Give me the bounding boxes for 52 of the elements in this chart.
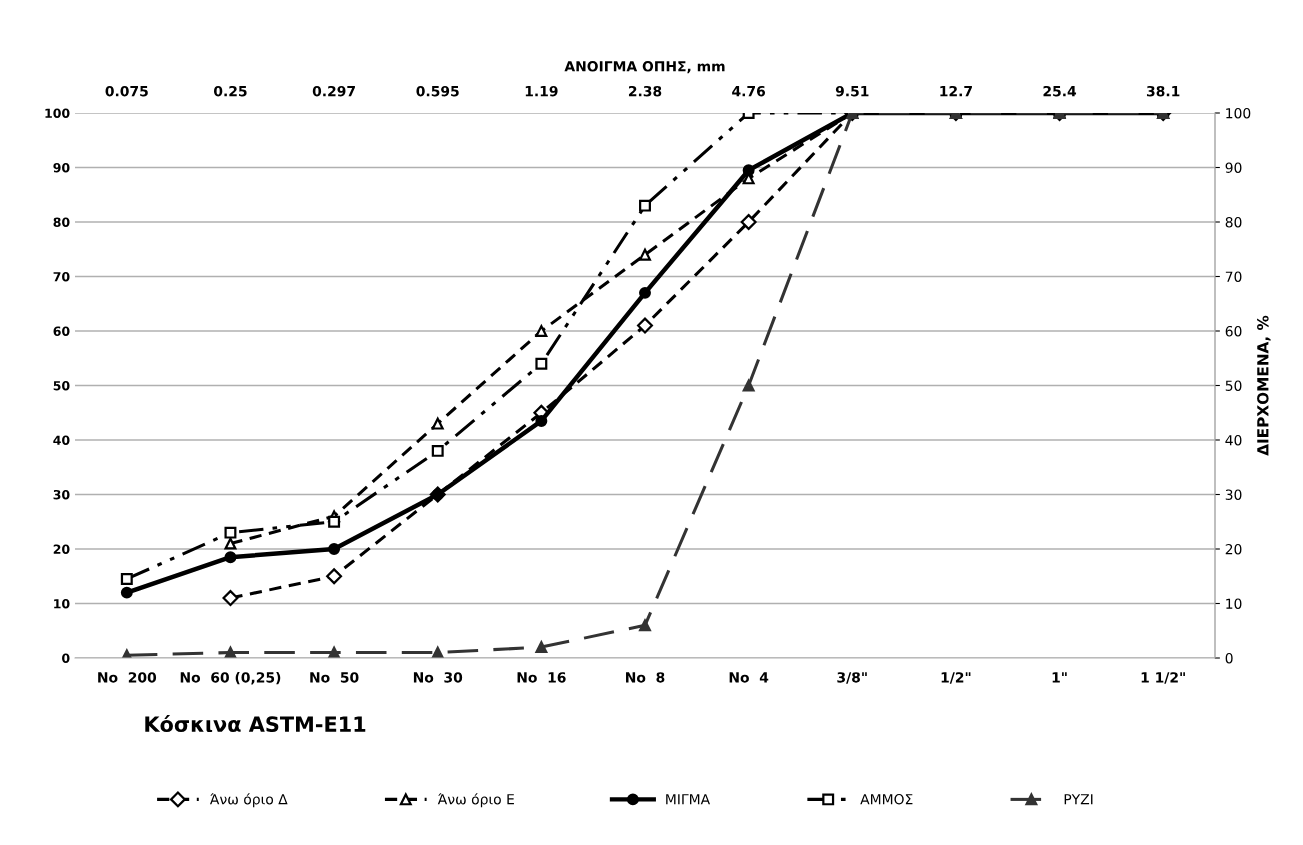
legend-label: Άνω όριο Ε xyxy=(437,793,514,808)
y-tick-label: 50 xyxy=(53,380,70,391)
text: 4.76 xyxy=(732,85,766,97)
x-tick-label: No 30 xyxy=(413,672,463,683)
x2-axis-title: ΑΝΟΙΓΜΑ ΟΠΗΣ, mm xyxy=(564,61,725,74)
text: 9.51 xyxy=(835,85,869,97)
y2-tick-label: 100 xyxy=(1226,107,1251,119)
legend-label: ΑΜΜΟΣ xyxy=(860,793,913,805)
text: 38.1 xyxy=(1146,85,1180,97)
legend-label: ΡΥΖΙ xyxy=(1064,794,1093,805)
y-tick-label: 40 xyxy=(53,435,70,445)
y-tick-label: 20 xyxy=(53,544,70,554)
y-tick-label: 70 xyxy=(53,271,70,282)
y2-tick-label: 60 xyxy=(1225,325,1242,337)
text: 2.38 xyxy=(628,85,662,97)
y2-tick-label: 20 xyxy=(1225,543,1242,555)
y-tick-label: 10 xyxy=(54,598,70,609)
y2-tick-label: 50 xyxy=(1225,380,1242,391)
text: 12.7 xyxy=(940,85,972,97)
x-tick-label: No 60 (0,25) xyxy=(180,671,281,685)
y-tick-label: 80 xyxy=(53,217,70,227)
x-tick-label: 3/8" xyxy=(837,672,867,684)
y2-tick-label: 40 xyxy=(1225,434,1242,446)
y2-tick-label: 10 xyxy=(1226,598,1242,609)
y2-tick-label: 0 xyxy=(1225,652,1233,664)
y2-tick-label: 80 xyxy=(1225,216,1242,228)
x-tick-label: No 4 xyxy=(729,672,769,683)
y-tick-label: 100 xyxy=(45,108,70,118)
text: 0.595 xyxy=(416,85,459,97)
x-tick-label: No 16 xyxy=(517,672,566,683)
y2-axis-title: ΔΙΕΡΧΟΜΕΝΑ, % xyxy=(1257,315,1271,456)
y-tick-label: 0 xyxy=(62,653,70,663)
x-tick-label: No 8 xyxy=(626,672,665,683)
text: 1.19 xyxy=(525,85,558,97)
x-tick-label: No 200 xyxy=(98,672,157,683)
text: 0.25 xyxy=(213,85,247,97)
legend-label: ΜΙΓΜΑ xyxy=(666,794,711,805)
legend-label: Άνω όριο Δ xyxy=(209,793,288,808)
text: 25.4 xyxy=(1043,85,1077,97)
x-tick-label: 1" xyxy=(1052,672,1067,683)
x-tick-label: 1 1/2" xyxy=(1141,672,1185,684)
y-tick-label: 30 xyxy=(53,489,70,500)
text: 0.297 xyxy=(312,85,355,97)
y-tick-label: 60 xyxy=(53,326,70,336)
x-axis-title: Κόσκινα ASTM-E11 xyxy=(145,715,366,733)
x-tick-label: 1/2" xyxy=(941,672,971,684)
y2-tick-label: 70 xyxy=(1225,271,1242,282)
y-tick-label: 90 xyxy=(53,162,70,173)
y2-tick-label: 90 xyxy=(1225,162,1242,173)
text: 0.075 xyxy=(105,85,148,97)
y2-tick-label: 30 xyxy=(1225,489,1242,500)
x-tick-label: No 50 xyxy=(310,672,359,683)
